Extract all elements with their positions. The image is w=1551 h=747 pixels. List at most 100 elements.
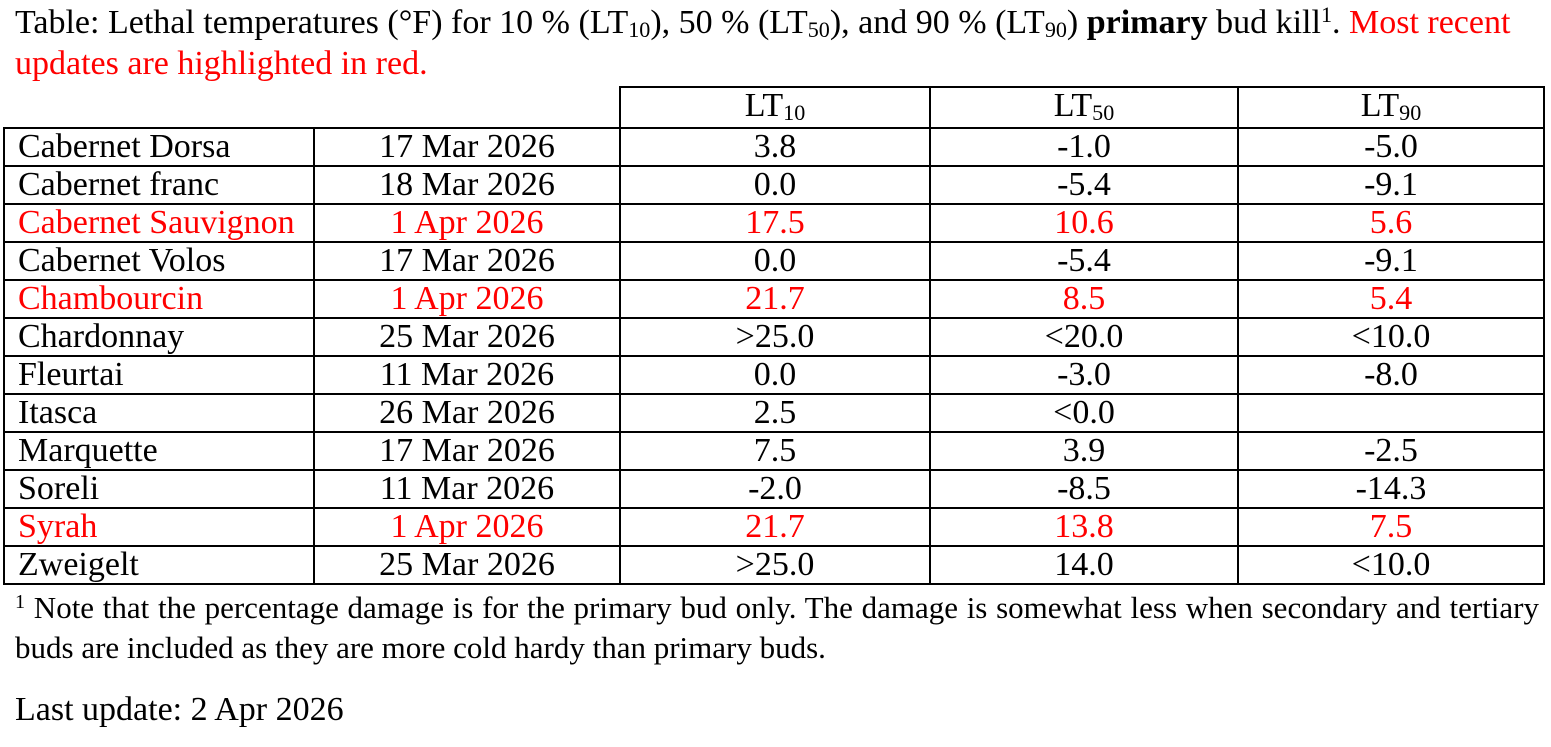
caption-subscript-50: 50 (807, 16, 830, 42)
variety-cell: Cabernet Volos (3, 241, 315, 281)
caption-subscript-10: 10 (628, 16, 651, 42)
date-cell: 1 Apr 2026 (313, 507, 621, 547)
date-cell: 17 Mar 2026 (313, 431, 621, 471)
lt50-cell: 3.9 (929, 431, 1239, 471)
date-cell: 17 Mar 2026 (313, 127, 621, 167)
lt10-cell: 2.5 (619, 393, 931, 433)
lt50-cell: -1.0 (929, 127, 1239, 167)
caption-bold-primary: primary (1086, 4, 1208, 41)
table-row: Cabernet Dorsa 17 Mar 2026 3.8 -1.0 -5.0 (3, 127, 1545, 167)
lt90-cell (1237, 393, 1545, 433)
caption-text: ) (1066, 4, 1087, 41)
lt50-cell: <0.0 (929, 393, 1239, 433)
lethal-temperatures-table: LT10 LT50 LT90 Cabernet Dorsa 17 Mar 202… (3, 86, 1545, 585)
lt50-cell: 8.5 (929, 279, 1239, 319)
footnote-marker: 1 (15, 590, 26, 613)
table-row: Fleurtai 11 Mar 2026 0.0 -3.0 -8.0 (3, 355, 1545, 395)
table-header-row: LT10 LT50 LT90 (4, 86, 1545, 129)
lt50-cell: 14.0 (929, 545, 1239, 585)
date-cell: 1 Apr 2026 (313, 279, 621, 319)
lt90-cell: 7.5 (1237, 507, 1545, 547)
lt10-cell: 0.0 (619, 355, 931, 395)
variety-cell: Syrah (3, 507, 315, 547)
lt50-cell: -3.0 (929, 355, 1239, 395)
lt50-cell: -5.4 (929, 241, 1239, 281)
lt10-cell: 17.5 (619, 203, 931, 243)
last-update-line: Last update: 2 Apr 2026 (15, 691, 344, 728)
lt50-cell: -5.4 (929, 165, 1239, 205)
footnote-text: Note that the percentage damage is for t… (15, 590, 1539, 665)
date-cell: 17 Mar 2026 (313, 241, 621, 281)
variety-cell: Itasca (3, 393, 315, 433)
date-cell: 25 Mar 2026 (313, 545, 621, 585)
table-row: Cabernet Volos 17 Mar 2026 0.0 -5.4 -9.1 (3, 241, 1545, 281)
header-label: LT (1360, 87, 1400, 124)
lt10-cell: >25.0 (619, 317, 931, 357)
lt90-cell: -8.0 (1237, 355, 1545, 395)
date-cell: 11 Mar 2026 (313, 469, 621, 509)
header-subscript: 90 (1399, 99, 1422, 125)
variety-cell: Cabernet franc (3, 165, 315, 205)
variety-cell: Cabernet Dorsa (3, 127, 315, 167)
variety-cell: Chambourcin (3, 279, 315, 319)
lt10-cell: >25.0 (619, 545, 931, 585)
table-row: Zweigelt 25 Mar 2026 >25.0 14.0 <10.0 (3, 545, 1545, 585)
date-cell: 18 Mar 2026 (313, 165, 621, 205)
caption-text: ), and 90 % (LT (829, 4, 1045, 41)
column-header-lt90: LT90 (1237, 86, 1545, 129)
lt10-cell: 0.0 (619, 241, 931, 281)
lt90-cell: <10.0 (1237, 545, 1545, 585)
footnote: 1 Note that the percentage damage is for… (15, 590, 1539, 665)
lt50-cell: 13.8 (929, 507, 1239, 547)
variety-cell: Marquette (3, 431, 315, 471)
lt50-cell: -8.5 (929, 469, 1239, 509)
header-subscript: 50 (1092, 99, 1115, 125)
table-row: Cabernet Sauvignon 1 Apr 2026 17.5 10.6 … (3, 203, 1545, 243)
lt90-cell: -5.0 (1237, 127, 1545, 167)
date-cell: 11 Mar 2026 (313, 355, 621, 395)
caption-text: Table: Lethal temperatures (°F) for 10 %… (15, 4, 629, 41)
variety-cell: Soreli (3, 469, 315, 509)
lt10-cell: 21.7 (619, 507, 931, 547)
lt90-cell: 5.4 (1237, 279, 1545, 319)
lt10-cell: 3.8 (619, 127, 931, 167)
date-cell: 25 Mar 2026 (313, 317, 621, 357)
lt90-cell: -9.1 (1237, 241, 1545, 281)
column-header-lt50: LT50 (929, 86, 1239, 129)
table-row: Chambourcin 1 Apr 2026 21.7 8.5 5.4 (3, 279, 1545, 319)
header-spacer (4, 87, 314, 128)
date-cell: 26 Mar 2026 (313, 393, 621, 433)
lt50-cell: 10.6 (929, 203, 1239, 243)
caption-text: ), 50 % (LT (650, 4, 808, 41)
caption-text: bud kill (1207, 4, 1321, 41)
lt10-cell: 21.7 (619, 279, 931, 319)
table-row: Syrah 1 Apr 2026 21.7 13.8 7.5 (3, 507, 1545, 547)
lt90-cell: -14.3 (1237, 469, 1545, 509)
table-caption: Table: Lethal temperatures (°F) for 10 %… (0, 0, 1551, 83)
lt90-cell: <10.0 (1237, 317, 1545, 357)
column-header-lt10: LT10 (619, 86, 931, 129)
date-cell: 1 Apr 2026 (313, 203, 621, 243)
caption-red-note: Most recent (1348, 4, 1511, 41)
header-spacer (314, 87, 620, 128)
lt10-cell: 7.5 (619, 431, 931, 471)
lt90-cell: -2.5 (1237, 431, 1545, 471)
lt90-cell: -9.1 (1237, 165, 1545, 205)
lt10-cell: -2.0 (619, 469, 931, 509)
variety-cell: Cabernet Sauvignon (3, 203, 315, 243)
caption-red-note: updates are highlighted in red. (15, 45, 428, 82)
table-row: Itasca 26 Mar 2026 2.5 <0.0 (3, 393, 1545, 433)
variety-cell: Fleurtai (3, 355, 315, 395)
variety-cell: Zweigelt (3, 545, 315, 585)
table-row: Cabernet franc 18 Mar 2026 0.0 -5.4 -9.1 (3, 165, 1545, 205)
header-label: LT (1053, 87, 1093, 124)
table-row: Marquette 17 Mar 2026 7.5 3.9 -2.5 (3, 431, 1545, 471)
variety-cell: Chardonnay (3, 317, 315, 357)
table-row: Chardonnay 25 Mar 2026 >25.0 <20.0 <10.0 (3, 317, 1545, 357)
table-row: Soreli 11 Mar 2026 -2.0 -8.5 -14.3 (3, 469, 1545, 509)
header-subscript: 10 (783, 99, 806, 125)
caption-subscript-90: 90 (1044, 16, 1067, 42)
header-label: LT (744, 87, 784, 124)
caption-footnote-marker: 1 (1320, 1, 1332, 27)
lt10-cell: 0.0 (619, 165, 931, 205)
